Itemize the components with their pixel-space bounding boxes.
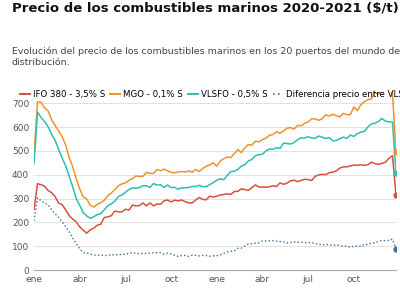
Legend: IFO 380 - 3,5% S, MGO - 0,1% S, VLSFO - 0,5% S, Diferencia precio entre VLSFO - : IFO 380 - 3,5% S, MGO - 0,1% S, VLSFO - …	[16, 87, 400, 103]
Text: Precio de los combustibles marinos 2020-2021 ($/t): Precio de los combustibles marinos 2020-…	[12, 2, 399, 14]
Text: Evolución del precio de los combustibles marinos en los 20 puertos del mundo de : Evolución del precio de los combustibles…	[12, 46, 400, 68]
